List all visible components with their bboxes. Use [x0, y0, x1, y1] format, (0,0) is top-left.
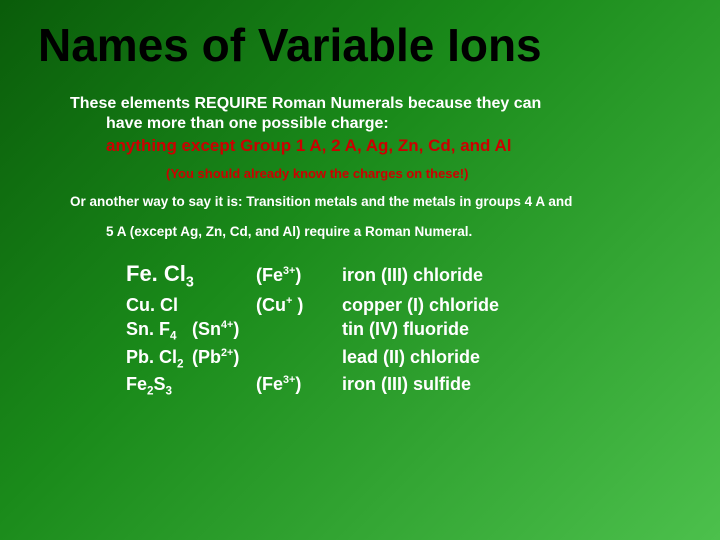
compound-table: Fe. Cl3 (Fe3+) iron (III) chloride Cu. C… [70, 241, 670, 399]
name-cell: copper (I) chloride [342, 293, 499, 317]
note-line: (You should already know the charges on … [70, 156, 670, 181]
table-row: Cu. Cl (Cu+ ) copper (I) chloride [126, 293, 670, 317]
exception-line: anything except Group 1 A, 2 A, Ag, Zn, … [70, 134, 670, 156]
name-cell: iron (III) sulfide [342, 372, 471, 396]
ion-cell: (Cu+ ) [256, 293, 342, 317]
name-cell: lead (II) chloride [342, 345, 480, 369]
table-row: Fe. Cl3 (Fe3+) iron (III) chloride [126, 259, 670, 293]
formula-cell: Cu. Cl [126, 293, 256, 317]
slide-body: These elements REQUIRE Roman Numerals be… [0, 72, 720, 400]
formula-cell: Fe2S3 [126, 372, 256, 399]
ion-cell: (Pb2+) [192, 345, 342, 369]
ion-cell: (Sn4+) [192, 317, 342, 341]
restate-line-1: Or another way to say it is: Transition … [70, 181, 670, 211]
table-row: Fe2S3 (Fe3+) iron (III) sulfide [126, 372, 670, 399]
intro-line-2: have more than one possible charge: [70, 114, 670, 134]
table-row: Sn. F4 (Sn4+) tin (IV) fluoride [126, 317, 670, 344]
ion-cell: (Fe3+) [256, 372, 342, 396]
formula-cell: Fe. Cl3 [126, 259, 256, 293]
restate-line-2: 5 A (except Ag, Zn, Cd, and Al) require … [70, 211, 670, 241]
name-cell: iron (III) chloride [342, 263, 483, 287]
name-cell: tin (IV) fluoride [342, 317, 469, 341]
slide-title: Names of Variable Ions [0, 0, 720, 72]
ion-cell: (Fe3+) [256, 263, 342, 287]
table-row: Pb. Cl2 (Pb2+) lead (II) chloride [126, 345, 670, 372]
intro-line-1: These elements REQUIRE Roman Numerals be… [70, 94, 670, 114]
